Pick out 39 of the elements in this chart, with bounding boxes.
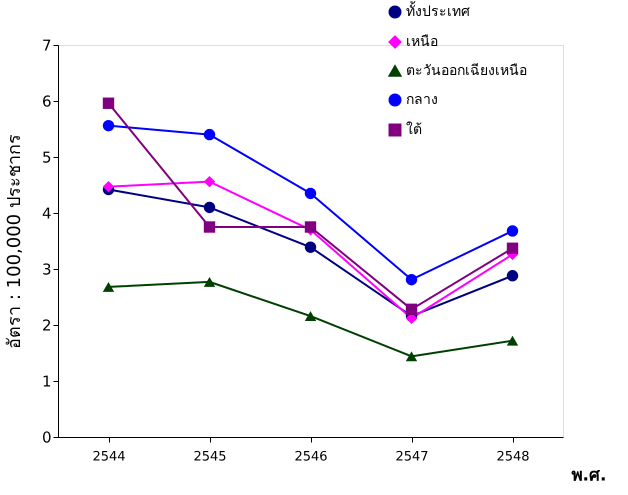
point <box>506 225 518 237</box>
point <box>102 282 114 292</box>
point <box>102 180 114 192</box>
y-tick-label: 1 <box>42 372 52 390</box>
point <box>204 202 216 214</box>
x-tick-label: 2546 <box>294 450 328 464</box>
x-tick-label: 2547 <box>395 450 429 464</box>
y-axis-title: อัตรา : 100,000 ประชากร <box>4 134 25 349</box>
x-tick-label: 2545 <box>193 450 227 464</box>
point <box>506 242 518 254</box>
x-tick-label: 2548 <box>496 450 530 464</box>
point <box>406 304 418 316</box>
point <box>304 241 316 253</box>
point <box>204 128 216 140</box>
point <box>406 351 418 362</box>
point <box>304 188 316 200</box>
point <box>506 336 518 346</box>
legend-label: ตะวันออกเฉียงเหนือ <box>406 63 527 79</box>
point <box>406 274 418 286</box>
point <box>204 221 216 233</box>
point <box>102 120 114 132</box>
legend-label: ใต้ <box>406 121 422 138</box>
y-tick-label: 7 <box>42 36 52 54</box>
point <box>204 176 216 188</box>
point <box>204 276 216 287</box>
y-tick-label: 4 <box>42 204 52 222</box>
legend-label: กลาง <box>406 92 438 108</box>
y-tick-label: 3 <box>42 260 52 278</box>
legend-label: ทั้งประเทศ <box>406 1 470 20</box>
point <box>506 270 518 282</box>
y-tick-label: 5 <box>42 148 52 166</box>
point <box>102 98 114 109</box>
x-tick-label: 2544 <box>92 450 126 464</box>
legend-label: เหนือ <box>406 34 438 50</box>
y-tick-label: 0 <box>42 428 52 446</box>
y-tick-label: 6 <box>42 92 52 110</box>
x-axis-title: พ.ศ. <box>572 466 606 486</box>
y-tick-label: 2 <box>42 316 52 334</box>
point <box>304 311 316 321</box>
